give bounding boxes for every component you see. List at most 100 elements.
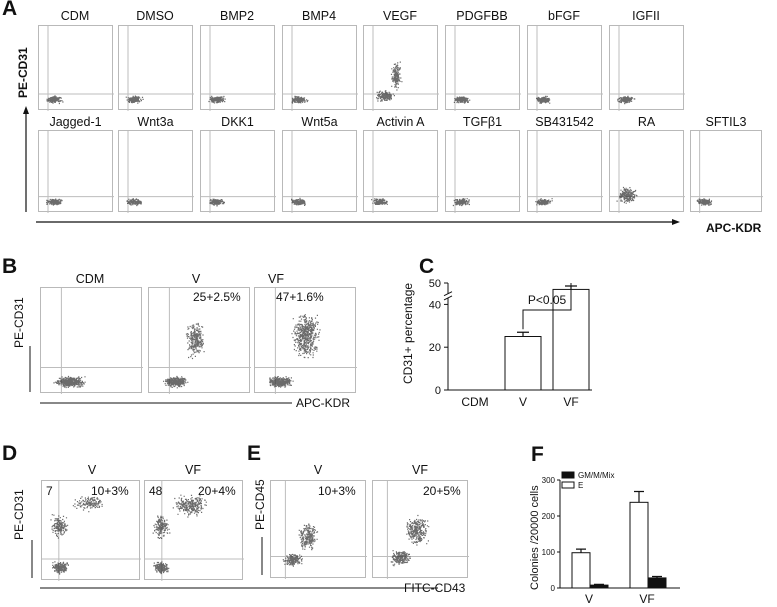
chart-c-y-axis-label: CD31+ percentage xyxy=(401,283,415,384)
panel-a-row2-plot-3 xyxy=(200,130,276,213)
panel-e-plot-2 xyxy=(372,480,469,579)
panel-a-plot-7 xyxy=(527,25,603,111)
chart-f-legend-label: E xyxy=(578,481,583,490)
chart-c-annotation: P<0.05 xyxy=(528,293,567,307)
panel-a-row2-plot-7 xyxy=(527,130,603,213)
panel-e-plot-title: V xyxy=(313,463,323,477)
panel-a-plot-3 xyxy=(200,25,276,111)
chart-f-error-bar xyxy=(576,548,586,553)
panel-a-plot-7-dots xyxy=(528,26,603,111)
chart-c-ytick-label: 40 xyxy=(429,299,441,311)
chart-f-ytick-label: 100 xyxy=(542,548,556,557)
chart-c-bar xyxy=(504,336,542,391)
panel-a-plot-3-dots xyxy=(201,26,276,111)
chart-c-bar xyxy=(552,288,590,391)
panel-a-plot-8-dots xyxy=(610,26,685,111)
panel-a-plot-4 xyxy=(282,25,358,111)
panel-e-letter: E xyxy=(247,442,262,465)
panel-a-plot-title: PDGFBB xyxy=(456,9,508,23)
panel-d-plot-2 xyxy=(144,480,244,581)
panel-a-plot-5 xyxy=(363,25,439,111)
panel-a-plot-title: VEGF xyxy=(382,9,418,23)
panel-b-plot-2 xyxy=(148,287,251,394)
chart-c-category-label: VF xyxy=(563,395,578,409)
panel-d-plot-1-dots xyxy=(42,481,141,581)
panel-a-plot-title: IGFII xyxy=(632,9,660,23)
panel-d-plot-1 xyxy=(41,480,141,581)
panel-b-axes xyxy=(29,346,292,404)
panel-b-plot-1 xyxy=(40,287,143,394)
panel-a-row2-plot-5 xyxy=(363,130,439,213)
panel-e-plot-pct: 10+3% xyxy=(318,484,356,498)
chart-f-legend-swatch xyxy=(561,471,575,479)
panel-d-plot-title: V xyxy=(87,463,97,477)
panel-a-row2-plot-1 xyxy=(38,130,114,213)
panel-e-x-axis-label: FITC-CD43 xyxy=(404,581,466,595)
panel-b-plot-3 xyxy=(254,287,357,394)
panel-c-chart: 0 20 40 50 CD31+ percentage CDM V VF P<0.05 xyxy=(401,278,592,409)
panel-e-plot-1-dots xyxy=(271,481,367,579)
panel-a-row2-plot-1-dots xyxy=(39,131,114,213)
chart-c-category-label: V xyxy=(519,395,527,409)
panel-d-letter: D xyxy=(2,442,18,465)
panel-a-row2-plot-title: SFTIL3 xyxy=(705,115,747,129)
chart-f-bar-e xyxy=(571,552,591,589)
panel-a-plot-title: BMP2 xyxy=(219,9,255,23)
panel-d-plot-count: 7 xyxy=(46,484,53,498)
panel-a-row2-plot-4 xyxy=(282,130,358,213)
chart-f-ytick-label: 300 xyxy=(542,476,556,485)
panel-d-plot-count: 48 xyxy=(149,484,163,498)
panel-a-axes xyxy=(23,106,680,225)
chart-f-category-label: V xyxy=(585,592,593,606)
panel-a-row2-plot-8-dots xyxy=(610,131,685,213)
panel-b-plot-pct: 25+2.5% xyxy=(193,290,241,304)
chart-f-legend-label: GM/M/Mix xyxy=(578,471,614,480)
panel-a-plot-6 xyxy=(445,25,521,111)
panel-e-plot-pct: 20+5% xyxy=(423,484,461,498)
panel-d-plot-title: VF xyxy=(185,463,201,477)
chart-f-y-axis-label: Colonies /20000 cells xyxy=(530,485,541,590)
panel-b-plot-pct: 47+1.6% xyxy=(276,290,324,304)
chart-f-error-bar xyxy=(652,575,662,578)
panel-a-row2-plot-4-dots xyxy=(283,131,358,213)
panel-a-plot-2 xyxy=(118,25,194,111)
panel-a-plot-2-dots xyxy=(119,26,194,111)
panel-e-plot-title: VF xyxy=(412,463,428,477)
chart-c-error-bar xyxy=(517,331,529,337)
panel-a-plot-title: CDM xyxy=(60,9,90,23)
panel-c-letter: C xyxy=(419,255,435,278)
panel-d-plot-2-dots xyxy=(145,481,244,581)
panel-a-row2-plot-title: Activin A xyxy=(376,115,425,129)
panel-f-letter: F xyxy=(531,443,544,466)
panel-a-row2-plot-title: RA xyxy=(637,115,656,129)
panel-a-letter: A xyxy=(2,0,18,20)
chart-c-significance-bracket xyxy=(522,282,572,330)
panel-a-row2-plot-7-dots xyxy=(528,131,603,213)
panel-a-plot-title: BMP4 xyxy=(301,9,337,23)
panel-a-plot-4-dots xyxy=(283,26,358,111)
chart-c-ytick-label: 0 xyxy=(435,385,441,397)
panel-a-plot-5-dots xyxy=(364,26,439,111)
chart-f-error-bar xyxy=(634,490,644,503)
panel-a-row2-plot-5-dots xyxy=(364,131,439,213)
panel-a-row2-plot-2-dots xyxy=(119,131,194,213)
panel-a-row2-plot-title: SB431542 xyxy=(535,115,594,129)
panel-b-plot-1-dots xyxy=(41,288,143,394)
panel-a-plot-8 xyxy=(609,25,685,111)
chart-f-bar-e xyxy=(629,501,649,589)
panel-d-plot-pct: 10+3% xyxy=(91,484,129,498)
chart-c-category-label: CDM xyxy=(461,395,488,409)
panel-e-plot-2-dots xyxy=(373,481,469,579)
panel-a-row2-plot-2 xyxy=(118,130,194,213)
chart-f-bar-gm-m-mix xyxy=(589,584,609,589)
chart-f-ytick-label: 0 xyxy=(551,584,556,593)
chart-c-ytick-label: 20 xyxy=(429,342,441,354)
chart-f-category-label: VF xyxy=(639,592,654,606)
panel-b-plot-2-dots xyxy=(149,288,251,394)
panel-b-plot-3-dots xyxy=(255,288,357,394)
chart-c-ytick-label: 50 xyxy=(429,278,441,290)
panel-b-plot-title: VF xyxy=(268,272,284,286)
chart-f-bar-gm-m-mix xyxy=(647,577,667,589)
